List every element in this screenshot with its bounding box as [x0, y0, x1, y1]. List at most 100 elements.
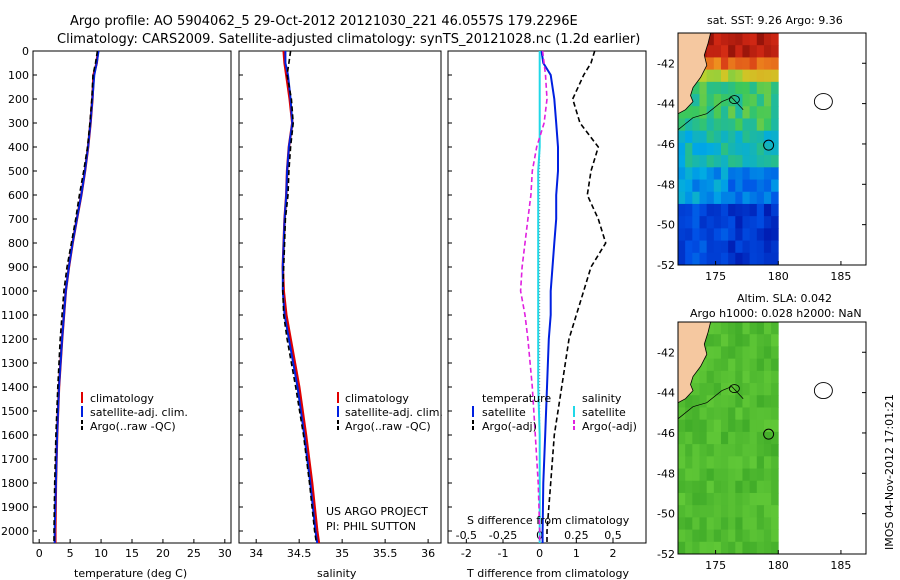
heatmap-cell [763, 505, 772, 518]
heatmap-cell [728, 118, 736, 132]
heatmap-cell [685, 480, 693, 494]
heatmap-cell [763, 240, 772, 254]
heatmap-cell [749, 492, 758, 506]
heatmap-cell [735, 118, 743, 132]
heatmap-cell [685, 468, 693, 482]
salinity-series [281, 50, 321, 544]
heatmap-cell [685, 529, 693, 543]
heatmap-cell [756, 94, 765, 107]
heatmap-cell [713, 57, 722, 71]
heatmap-cell [713, 444, 722, 457]
heatmap-cell [699, 456, 708, 469]
heatmap-cell [706, 118, 715, 132]
heatmap-cell [699, 358, 708, 372]
heatmap-cell [756, 541, 765, 555]
heatmap-cell [763, 322, 772, 335]
heatmap-cell [699, 130, 708, 144]
heatmap-cell [728, 203, 736, 217]
heatmap-cell [713, 456, 722, 469]
heatmap-cell [699, 155, 708, 168]
heatmap-cell [699, 383, 708, 396]
heatmap-cell [685, 431, 693, 445]
heatmap-cell [749, 33, 758, 46]
heatmap-cell [763, 179, 772, 193]
heatmap-cell [678, 492, 686, 506]
heatmap-cell [706, 407, 715, 421]
heatmap-cell [678, 517, 686, 530]
heatmap-cell [692, 191, 700, 205]
heatmap-cell [763, 142, 772, 156]
heatmap-cell [763, 407, 772, 421]
heatmap-cell [720, 69, 729, 83]
heatmap-cell [756, 395, 765, 408]
heatmap-cell [742, 322, 751, 335]
heatmap-cell [728, 383, 736, 396]
legend-label-climatology: climatology [90, 392, 154, 405]
sla-map-title-line2: Argo h1000: 0.028 h2000: NaN [690, 307, 862, 320]
x-tick-label: 35.5 [373, 547, 398, 560]
sst-map-frame [677, 32, 867, 266]
heatmap-cell [685, 167, 693, 180]
heatmap-cell [771, 358, 779, 372]
heatmap-cell [678, 395, 686, 408]
heatmap-cell [771, 334, 779, 347]
heatmap-cell [771, 419, 779, 433]
heatmap-cell [742, 444, 751, 457]
heatmap-cell [771, 456, 779, 469]
heatmap-cell [735, 33, 743, 46]
heatmap-cell [749, 179, 758, 193]
legend-label-t-argo: Argo(-adj) [482, 420, 537, 433]
s-tick-label: -0.25 [489, 529, 517, 542]
heatmap-cell [713, 383, 722, 396]
heatmap-cell [728, 346, 736, 360]
heatmap-cell [720, 167, 729, 180]
heatmap-cell [763, 203, 772, 217]
heatmap-cell [706, 167, 715, 180]
heatmap-cell [735, 492, 743, 506]
heatmap-cell [756, 118, 765, 132]
heatmap-cell [692, 370, 700, 384]
heatmap-cell [692, 179, 700, 193]
map-x-tick-label: 175 [705, 559, 726, 572]
heatmap-cell [749, 118, 758, 132]
difference-axes-frame [447, 50, 647, 544]
s-tick-label: 0.25 [564, 529, 589, 542]
x-tick-label: 35 [335, 547, 349, 560]
salinity-legend: climatology satellite-adj. clim. Argo(..… [337, 392, 443, 433]
heatmap-cell [678, 444, 686, 457]
heatmap-cell [713, 419, 722, 433]
heatmap-cell [706, 57, 715, 71]
heatmap-cell [771, 529, 779, 543]
heatmap-cell [742, 431, 751, 445]
heatmap-cell [692, 216, 700, 229]
heatmap-cell [678, 252, 686, 266]
heatmap-cell [742, 240, 751, 254]
y-tick-label: 1300 [1, 357, 29, 370]
x-tick-label: 25 [187, 547, 201, 560]
salinity-depth-ticks [239, 50, 243, 532]
heatmap-cell [763, 419, 772, 433]
heatmap-cell [728, 358, 736, 372]
heatmap-cell [735, 370, 743, 384]
heatmap-cell [742, 517, 751, 530]
heatmap-cell [678, 118, 686, 132]
map-y-tick-label: -42 [657, 346, 675, 359]
heatmap-cell [720, 395, 729, 408]
heatmap-cell [713, 69, 722, 83]
series-line-climatology [54, 50, 100, 543]
heatmap-cell [713, 252, 722, 266]
x-tick-label: 5 [67, 547, 74, 560]
heatmap-cell [720, 45, 729, 58]
heatmap-cell [763, 57, 772, 71]
heatmap-cell [771, 94, 779, 107]
map-y-tick-label: -42 [657, 57, 675, 70]
heatmap-cell [692, 383, 700, 396]
heatmap-cell [763, 444, 772, 457]
heatmap-cell [749, 69, 758, 83]
heatmap-cell [713, 81, 722, 95]
heatmap-cell [692, 529, 700, 543]
heatmap-cell [699, 216, 708, 229]
heatmap-cell [763, 118, 772, 132]
heatmap-cell [771, 383, 779, 396]
heatmap-cell [756, 252, 765, 266]
